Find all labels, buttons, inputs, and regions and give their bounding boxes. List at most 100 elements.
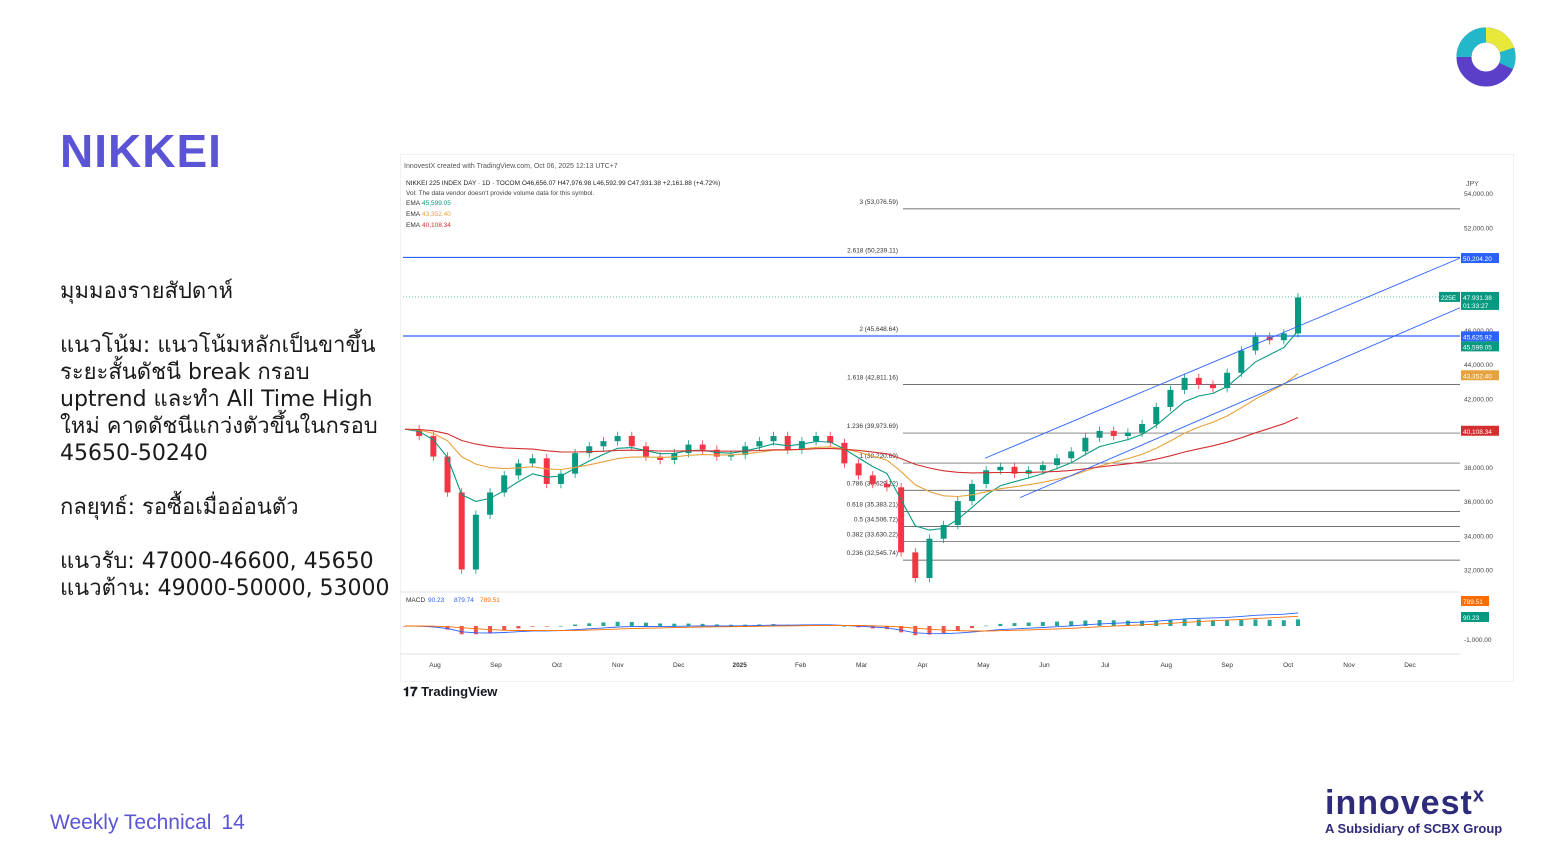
macd-histogram-bar bbox=[502, 626, 507, 631]
macd-histogram-bar bbox=[1012, 623, 1017, 626]
candle-body bbox=[1039, 465, 1046, 471]
chart-container: InnovestX created with TradingView.com, … bbox=[399, 153, 1515, 683]
currency-label: JPY bbox=[1466, 181, 1479, 188]
tradingview-logo: 𝟏𝟕 TradingView bbox=[403, 684, 497, 700]
candle-body bbox=[557, 473, 564, 484]
price-tag-bg bbox=[1461, 299, 1499, 310]
footer: Weekly Technical 14 bbox=[50, 811, 245, 835]
x-tick-label: Sep bbox=[490, 662, 502, 669]
candle-body bbox=[1096, 430, 1103, 438]
ema-value: 40,108.34 bbox=[422, 222, 451, 229]
candle-body bbox=[1124, 432, 1131, 437]
symbol-tag: 225E bbox=[1441, 295, 1457, 302]
macd-histogram-bar bbox=[516, 626, 521, 629]
macd-histogram-bar bbox=[473, 626, 478, 635]
candle-body bbox=[444, 456, 451, 493]
macd-histogram-bar bbox=[700, 623, 705, 626]
candle-body bbox=[1153, 406, 1160, 425]
macd-histogram-bar bbox=[1168, 619, 1173, 626]
macd-histogram-bar bbox=[941, 626, 946, 634]
macd-value: 879.74 bbox=[454, 597, 474, 604]
x-tick-label: Jun bbox=[1039, 662, 1050, 669]
y-tick-label: 34,000.00 bbox=[1464, 533, 1493, 540]
candle-body bbox=[699, 444, 706, 450]
macd-histogram-bar bbox=[1140, 620, 1145, 626]
candle-body bbox=[1195, 377, 1202, 385]
macd-histogram-bar bbox=[1267, 619, 1272, 626]
x-tick-label: Apr bbox=[917, 662, 928, 669]
candle-body bbox=[756, 441, 763, 447]
fib-label: 2 (45,648.64) bbox=[859, 326, 898, 333]
fib-label: 0.618 (35,383.21) bbox=[847, 502, 898, 509]
price-tag-bg bbox=[1461, 331, 1499, 342]
candle-body bbox=[1238, 350, 1245, 373]
candle-body bbox=[1252, 336, 1259, 351]
x-tick-label: Oct bbox=[1283, 662, 1293, 669]
macd-histogram-bar bbox=[601, 622, 606, 626]
x-tick-label: Nov bbox=[1343, 662, 1355, 669]
macd-histogram-bar bbox=[1040, 622, 1045, 626]
trend-paragraph: แนวโน้ม: แนวโน้มหลักเป็นขาขึ้น ระยะสั้นด… bbox=[60, 333, 378, 466]
symbol-line: NIKKEI 225 INDEX DAY · 1D · TOCOM O46,65… bbox=[406, 180, 720, 187]
candle-body bbox=[515, 463, 522, 476]
price-tag-label: 45,599.05 bbox=[1463, 344, 1492, 351]
macd-histogram-bar bbox=[743, 624, 748, 626]
x-tick-label: Oct bbox=[552, 662, 562, 669]
macd-histogram-bar bbox=[629, 621, 634, 626]
macd-histogram-bar bbox=[544, 626, 549, 627]
candle-body bbox=[628, 436, 635, 447]
y-tick-label: 32,000.00 bbox=[1464, 567, 1493, 574]
ema-label: EMA bbox=[406, 211, 421, 218]
candle-body bbox=[1139, 424, 1146, 433]
candle-body bbox=[543, 458, 550, 484]
ema-line bbox=[404, 330, 1299, 531]
macd-histogram-bar bbox=[1281, 620, 1286, 626]
candle-body bbox=[926, 538, 933, 579]
candle-body bbox=[1011, 466, 1018, 474]
support-resistance-paragraph: แนวรับ: 47000-46600, 45650 แนวต้าน: 4900… bbox=[60, 549, 390, 601]
brand-x: x bbox=[1472, 784, 1485, 807]
x-tick-label: Sep bbox=[1221, 662, 1233, 669]
macd-histogram-bar bbox=[672, 623, 677, 626]
macd-histogram-bar bbox=[1154, 620, 1159, 626]
macd-histogram-bar bbox=[998, 623, 1003, 626]
macd-histogram-bar bbox=[1210, 620, 1215, 626]
x-tick-label: May bbox=[977, 662, 990, 669]
macd-histogram-bar bbox=[955, 626, 960, 631]
ema-label: EMA bbox=[406, 200, 421, 207]
channel-lower bbox=[1019, 307, 1461, 499]
candle-body bbox=[912, 552, 919, 579]
candle-body bbox=[841, 442, 848, 464]
candle-body bbox=[1295, 297, 1301, 334]
macd-histogram-bar bbox=[913, 626, 918, 636]
price-tag-bg bbox=[1461, 370, 1499, 381]
price-tag-label: 45,625.92 bbox=[1463, 334, 1492, 341]
x-tick-label: Aug bbox=[429, 662, 441, 669]
macd-histogram-bar bbox=[573, 624, 578, 626]
weekly-view-label: มุมมองรายสัปดาห์ bbox=[60, 279, 234, 304]
fib-label: 0.382 (33,630.22) bbox=[847, 532, 898, 539]
candle-body bbox=[869, 475, 876, 484]
macd-tag-bg bbox=[1461, 596, 1489, 606]
candle-body bbox=[898, 487, 905, 553]
y-tick-label: 54,000.00 bbox=[1464, 191, 1493, 198]
fib-label: 1.236 (39,973.69) bbox=[847, 423, 898, 430]
candle-body bbox=[685, 444, 692, 454]
macd-histogram-bar bbox=[587, 623, 592, 626]
y-tick-label: 42,000.00 bbox=[1464, 396, 1493, 403]
macd-histogram-bar bbox=[1069, 621, 1074, 626]
macd-tag-label: 90.23 bbox=[1463, 615, 1480, 622]
candle-body bbox=[501, 475, 508, 493]
candle-body bbox=[827, 436, 834, 443]
macd-histogram-bar bbox=[658, 623, 663, 626]
macd-histogram-bar bbox=[643, 622, 648, 626]
macd-histogram-bar bbox=[927, 626, 932, 635]
candle-body bbox=[1110, 430, 1117, 437]
candle-body bbox=[1209, 384, 1216, 389]
symbol-tag-bg bbox=[1439, 291, 1460, 302]
macd-histogram-bar bbox=[1296, 619, 1300, 626]
price-tag-label: 50,204.20 bbox=[1463, 256, 1492, 263]
candle-body bbox=[813, 436, 820, 442]
candle-body bbox=[600, 441, 607, 447]
candle-body bbox=[1082, 437, 1089, 452]
